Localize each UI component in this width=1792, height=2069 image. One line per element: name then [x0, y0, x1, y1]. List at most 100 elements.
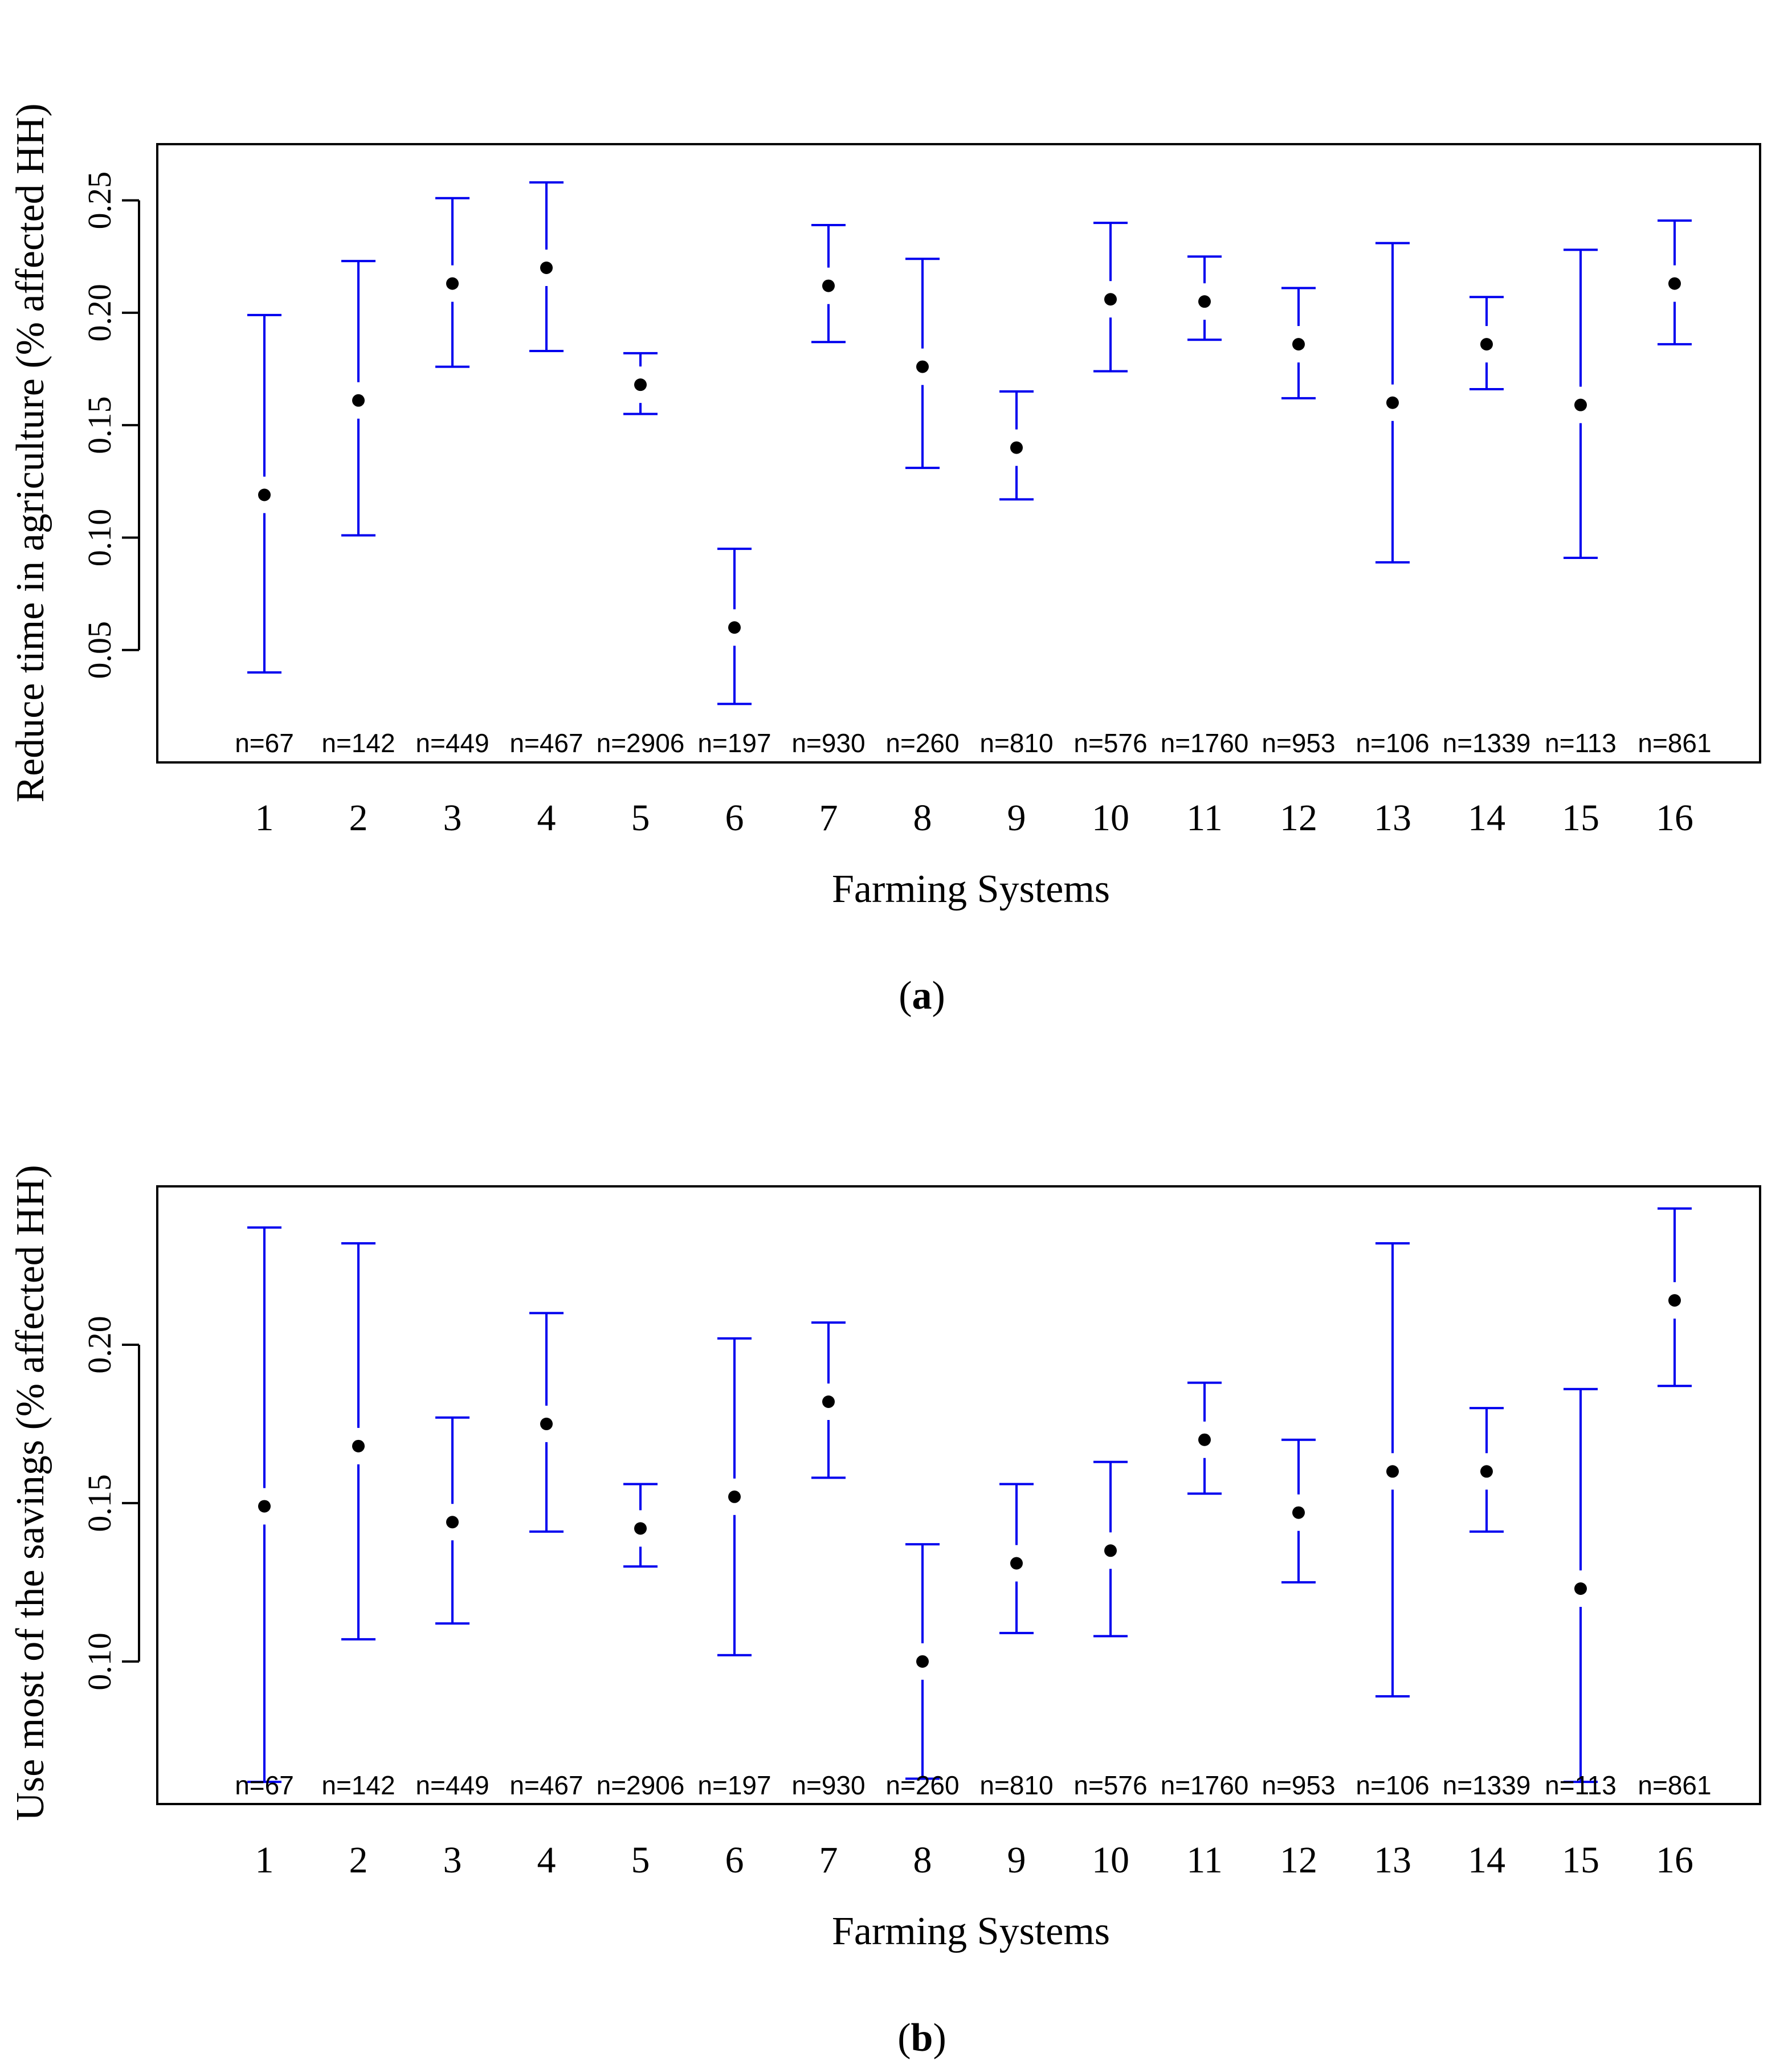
x-tick-label: 3 [443, 797, 462, 839]
n-label: n=930 [791, 728, 865, 758]
x-tick-label: 14 [1468, 1839, 1505, 1881]
x-tick-label: 1 [255, 797, 274, 839]
error-bar-7 [811, 224, 846, 344]
error-bar-16 [1658, 219, 1692, 346]
mean-point [916, 360, 929, 373]
mean-point [728, 621, 741, 634]
x-tick-label: 11 [1186, 797, 1223, 839]
n-label: n=260 [885, 728, 959, 758]
error-bar-15 [1564, 1388, 1598, 1784]
x-tick-label: 11 [1186, 1839, 1223, 1881]
error-bar-13 [1375, 242, 1410, 564]
y-axis-title: Reduce time in agriculture (% affected H… [9, 103, 52, 802]
x-tick-label: 5 [631, 797, 650, 839]
x-tick-label: 12 [1280, 1839, 1317, 1881]
x-tick-label: 8 [913, 797, 932, 839]
n-label: n=1760 [1161, 728, 1249, 758]
n-label: n=142 [321, 1770, 395, 1800]
mean-point [1010, 1557, 1023, 1570]
n-label: n=113 [1545, 1770, 1617, 1800]
n-label: n=1339 [1443, 728, 1531, 758]
mean-point [1480, 338, 1493, 351]
x-tick-label: 1 [255, 1839, 274, 1881]
error-bar-7 [811, 1321, 846, 1479]
n-label: n=67 [235, 1770, 294, 1800]
error-bar-13 [1375, 1242, 1410, 1697]
panel-label: (b) [897, 2016, 946, 2060]
mean-point [634, 1522, 647, 1535]
x-tick-label: 6 [725, 1839, 744, 1881]
y-tick-label: 0.20 [81, 1316, 118, 1374]
y-tick-label: 0.25 [81, 172, 118, 230]
mean-point [352, 394, 365, 407]
n-label: n=106 [1356, 728, 1429, 758]
n-label: n=576 [1073, 728, 1147, 758]
x-axis-title: Farming Systems [832, 1909, 1110, 1953]
x-tick-label: 6 [725, 797, 744, 839]
x-tick-label: 15 [1562, 1839, 1599, 1881]
mean-point [446, 277, 459, 290]
mean-point [258, 1500, 271, 1513]
error-bar-6 [717, 1337, 752, 1656]
error-bar-9 [999, 1483, 1034, 1634]
error-bar-4 [529, 181, 564, 352]
plot-frame [156, 143, 1761, 764]
x-tick-label: 10 [1092, 797, 1129, 839]
x-tick-label: 7 [819, 1839, 838, 1881]
error-bar-16 [1658, 1207, 1692, 1388]
x-tick-label: 16 [1656, 1839, 1693, 1881]
error-bar-3 [435, 197, 470, 368]
error-bar-12 [1281, 1438, 1316, 1584]
x-tick-label: 7 [819, 797, 838, 839]
error-bar-5 [623, 1483, 658, 1568]
y-tick-label: 0.15 [81, 1474, 118, 1532]
error-bar-4 [529, 1312, 564, 1533]
x-tick-label: 5 [631, 1839, 650, 1881]
n-label: n=467 [509, 1770, 583, 1800]
n-label: n=142 [321, 728, 395, 758]
mean-point [1480, 1465, 1493, 1478]
error-bar-2 [341, 1242, 375, 1640]
mean-point [1386, 396, 1399, 409]
x-axis-title: Farming Systems [832, 867, 1110, 911]
x-axis: 1 2 3 4 5 6 7 8 9 10 11 12 13 14 15 16 [255, 1839, 1694, 1881]
error-bar-14 [1469, 296, 1504, 391]
x-axis: 1 2 3 4 5 6 7 8 9 10 11 12 13 14 15 16 [255, 797, 1694, 839]
x-tick-label: 10 [1092, 1839, 1129, 1881]
mean-point [540, 1417, 553, 1430]
error-bar-3 [435, 1416, 470, 1625]
x-tick-label: 13 [1374, 1839, 1411, 1881]
x-tick-label: 4 [537, 797, 556, 839]
mean-point [1104, 293, 1117, 306]
panel-label: (a) [899, 974, 945, 1018]
x-tick-label: 9 [1007, 797, 1026, 839]
mean-point [822, 1395, 835, 1409]
error-bar-8 [905, 258, 940, 470]
n-label: n=810 [979, 728, 1053, 758]
error-bar-14 [1469, 1407, 1504, 1533]
mean-point [916, 1655, 929, 1668]
error-bar-8 [905, 1543, 940, 1780]
n-label: n=260 [885, 1770, 959, 1800]
mean-point [728, 1490, 741, 1503]
error-bar-2 [341, 260, 375, 537]
mean-point [1292, 1506, 1305, 1519]
y-tick-label: 0.20 [81, 284, 118, 342]
mean-point [822, 279, 835, 292]
error-bar-9 [999, 390, 1034, 501]
mean-point [258, 488, 271, 501]
error-bar-11 [1187, 255, 1222, 341]
y-axis-title: Use most of the savings (% affected HH) [9, 1165, 52, 1821]
y-tick-label: 0.05 [81, 621, 118, 679]
plot-frame [156, 1185, 1761, 1805]
n-label: n=467 [509, 728, 583, 758]
x-tick-label: 14 [1468, 797, 1505, 839]
n-label: n=861 [1638, 1770, 1711, 1800]
mean-point [446, 1516, 459, 1529]
x-tick-label: 3 [443, 1839, 462, 1881]
mean-point [1386, 1465, 1399, 1478]
error-bar-11 [1187, 1381, 1222, 1495]
mean-point [634, 378, 647, 391]
y-tick-label: 0.10 [81, 1633, 118, 1691]
error-bars [247, 181, 1692, 705]
